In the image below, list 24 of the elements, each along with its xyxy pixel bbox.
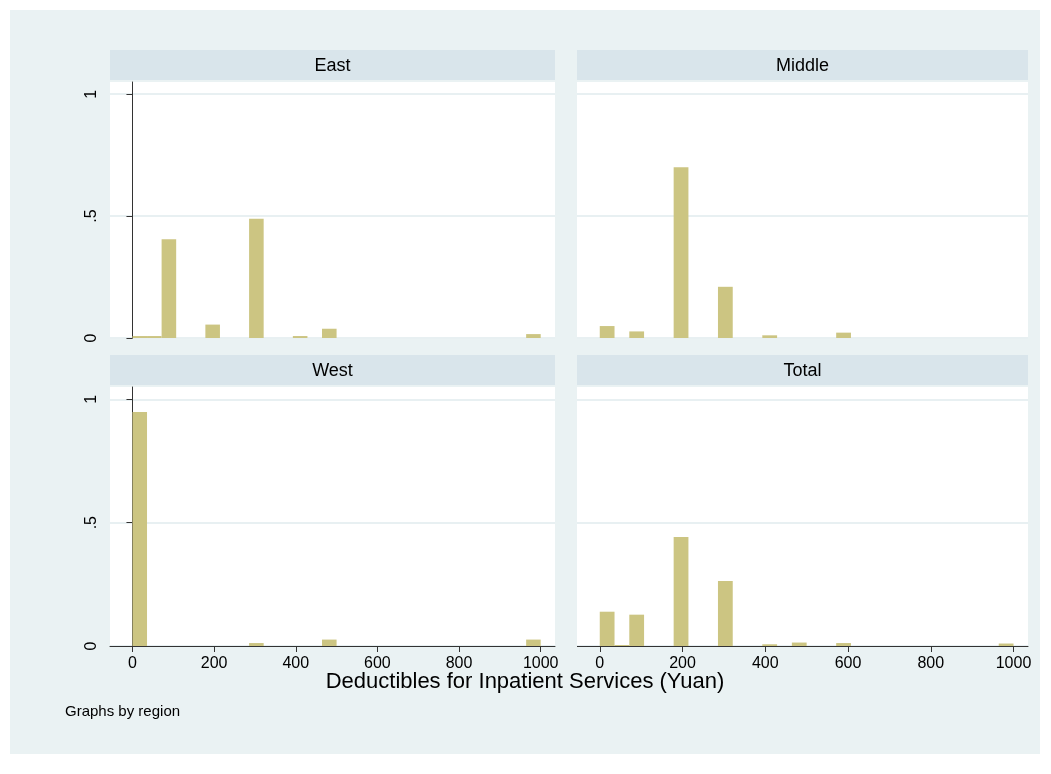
x-tick-label: 200 <box>669 653 696 671</box>
y-tick-label: 0 <box>81 641 99 651</box>
x-tick-label: 800 <box>917 653 945 671</box>
y-tick-label: .5 <box>81 515 99 530</box>
text: Graphs by region <box>65 702 181 719</box>
x-tick-label: 0 <box>128 653 137 671</box>
x-tick-label: 600 <box>834 653 862 671</box>
chart-title: East <box>110 50 555 80</box>
y-tick-label: 1 <box>81 89 99 99</box>
x-tick-label: 400 <box>282 653 310 671</box>
x-tick-label: 600 <box>364 653 391 671</box>
y-tick-label: .5 <box>81 209 99 223</box>
chart-title: Total <box>577 355 1028 385</box>
y-tick-label: 0 <box>81 333 99 343</box>
x-axis-title: Deductibles for Inpatient Services (Yuan) <box>325 668 725 693</box>
chart-title: West <box>110 355 555 385</box>
x-tick-label: 1000 <box>995 653 1032 671</box>
chart-title: Middle <box>577 50 1028 80</box>
x-tick-label: 0 <box>595 653 605 671</box>
x-tick-label: 1000 <box>522 653 559 671</box>
y-tick-label: 1 <box>81 394 99 404</box>
x-tick-label: 200 <box>200 653 228 671</box>
x-tick-label: 400 <box>751 653 779 671</box>
x-tick-label: 800 <box>445 653 473 671</box>
